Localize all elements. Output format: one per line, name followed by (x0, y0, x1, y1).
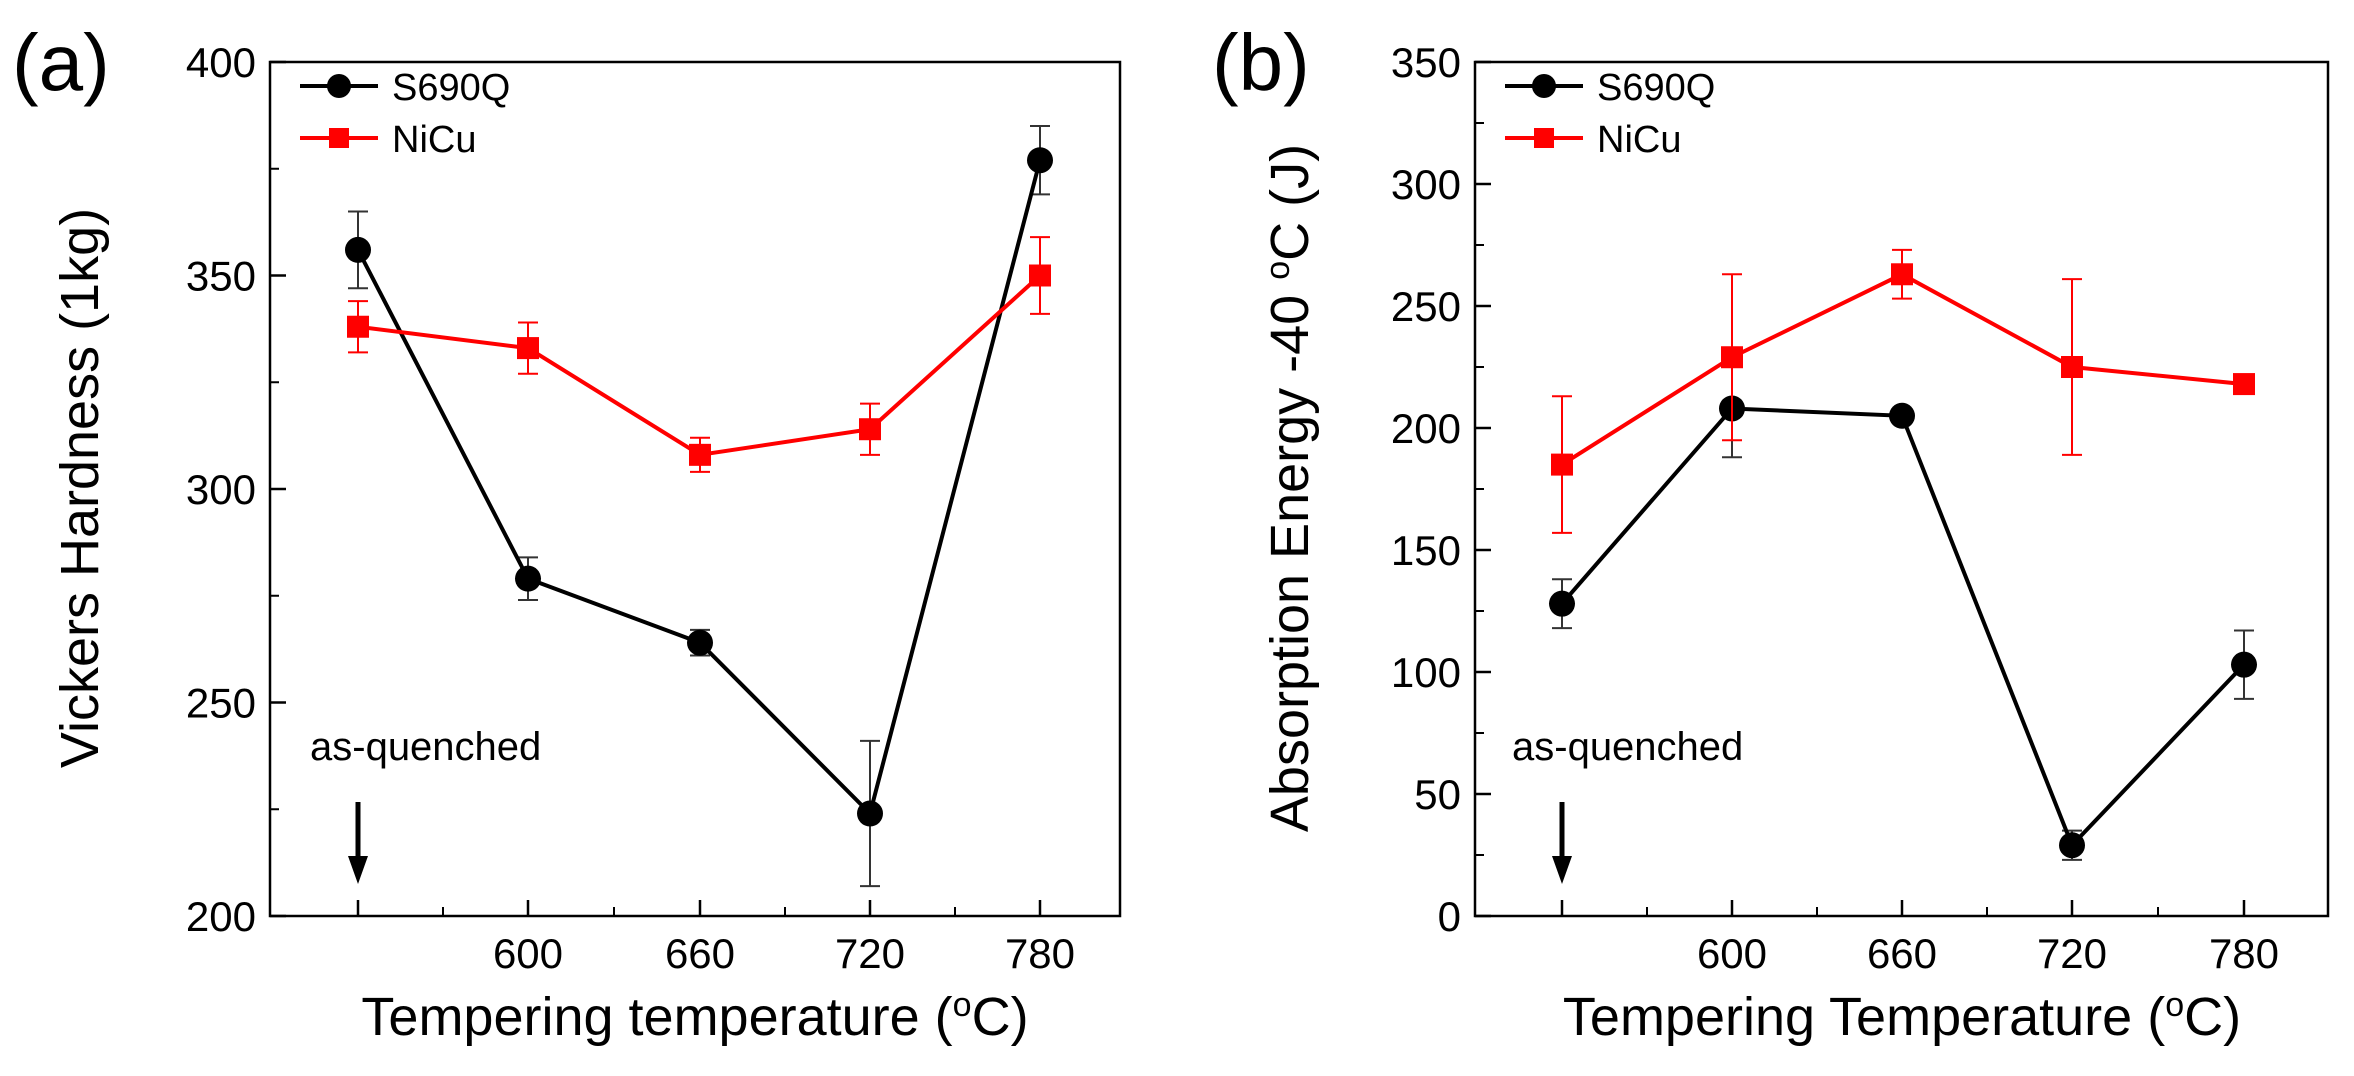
data-point (689, 443, 711, 466)
y-tick-label: 100 (1391, 649, 1461, 696)
legend-marker (327, 74, 351, 98)
data-point (2061, 356, 2083, 378)
y-tick-label: 250 (1391, 283, 1461, 330)
legend-label: S690Q (392, 67, 510, 109)
x-axis-title-sup: o (2165, 986, 2184, 1024)
y-axis-title-unit: C (J) (1260, 144, 1320, 261)
series-s690q (345, 125, 1053, 888)
plot-frame (268, 60, 1122, 918)
data-point (515, 565, 541, 592)
plot-frame (1473, 60, 2330, 918)
y-tick-label: 400 (186, 39, 256, 86)
y-tick-label: 150 (1391, 527, 1461, 574)
data-point (2059, 832, 2085, 859)
chart-panel-b: 0 50 100 150 200 250 300 350 600 660 720 780 Absorpt… (1212, 18, 2330, 1047)
y-axis-title: Absorption Energy -40 oC (J) (1259, 144, 1320, 832)
data-point (1027, 147, 1053, 174)
x-tick-label: 600 (1697, 930, 1767, 977)
legend-item-nicu: NiCu (300, 119, 476, 161)
x-axis-title-sup: o (953, 986, 972, 1024)
data-point (1549, 590, 1575, 617)
x-axis-title-main: Tempering temperature ( (361, 987, 952, 1047)
series-nicu (347, 236, 1051, 473)
y-tick-label: 350 (1391, 39, 1461, 86)
x-tick-label: 660 (1867, 930, 1937, 977)
x-tick-label: 720 (835, 930, 905, 977)
series-line (356, 159, 1042, 818)
x-tick-label: 600 (493, 930, 563, 977)
as-quenched-annotation: as-quenched (310, 725, 541, 769)
data-point (1551, 453, 1573, 476)
y-tick-label: 50 (1414, 771, 1461, 818)
x-axis-title: Tempering temperature (oC) (361, 986, 1028, 1047)
data-point (1891, 263, 1913, 286)
y-tick-label: 300 (1391, 161, 1461, 208)
series-line (1560, 272, 2245, 467)
series-s690q (1549, 358, 2257, 861)
x-axis-title: Tempering Temperature (oC) (1563, 986, 2241, 1047)
data-point (859, 418, 881, 441)
x-tick-label: 780 (2209, 930, 2279, 977)
data-point (2233, 373, 2255, 396)
y-tick-label: 300 (186, 466, 256, 513)
y-axis-title-sup: o (1259, 261, 1297, 280)
data-point (347, 315, 369, 338)
y-axis-title-main: Absorption Energy -40 (1260, 280, 1320, 832)
y-tick-label: 350 (186, 253, 256, 300)
x-axis-title-main: Tempering Temperature ( (1563, 987, 2165, 1047)
series-line (1560, 406, 2246, 849)
legend-label: NiCu (1597, 119, 1681, 161)
series-nicu (1551, 248, 2255, 534)
data-point (1721, 346, 1743, 369)
legend-label: NiCu (392, 119, 476, 161)
as-quenched-annotation: as-quenched (1512, 725, 1743, 769)
y-axis-title: Vickers Hardness (1kg) (50, 208, 110, 768)
data-point (1029, 264, 1051, 287)
panel-label: (b) (1212, 18, 1310, 107)
x-tick-label: 780 (1005, 930, 1075, 977)
y-axis-title-main: Vickers Hardness (1kg) (50, 208, 110, 768)
y-tick-label: 250 (186, 680, 256, 727)
x-axis-title-unit: C) (2184, 987, 2241, 1047)
x-tick-label: 720 (2037, 930, 2107, 977)
legend-label: S690Q (1597, 67, 1715, 109)
data-point (517, 337, 539, 360)
data-point (687, 629, 713, 656)
panel-label: (a) (12, 18, 110, 107)
legend-marker (1532, 74, 1556, 98)
down-arrow-head-icon (1552, 856, 1572, 884)
legend-marker (1534, 128, 1554, 148)
x-tick-label: 660 (665, 930, 735, 977)
y-tick-label: 200 (1391, 405, 1461, 452)
x-axis-title-unit: C) (972, 987, 1029, 1047)
data-point (1889, 402, 1915, 429)
legend-marker (329, 128, 349, 148)
chart-panel-a: 200 250 300 350 400 600 660 720 780 Vickers Hardn… (12, 18, 1122, 1047)
data-point (857, 800, 883, 827)
y-tick-label: 0 (1438, 893, 1461, 940)
y-tick-label: 200 (186, 893, 256, 940)
series-line (357, 274, 1042, 457)
data-point (2231, 651, 2257, 678)
legend-item-s690q: S690Q (1505, 67, 1715, 109)
data-point (345, 236, 371, 263)
legend-item-s690q: S690Q (300, 67, 510, 109)
legend-item-nicu: NiCu (1505, 119, 1681, 161)
down-arrow-head-icon (348, 856, 368, 884)
